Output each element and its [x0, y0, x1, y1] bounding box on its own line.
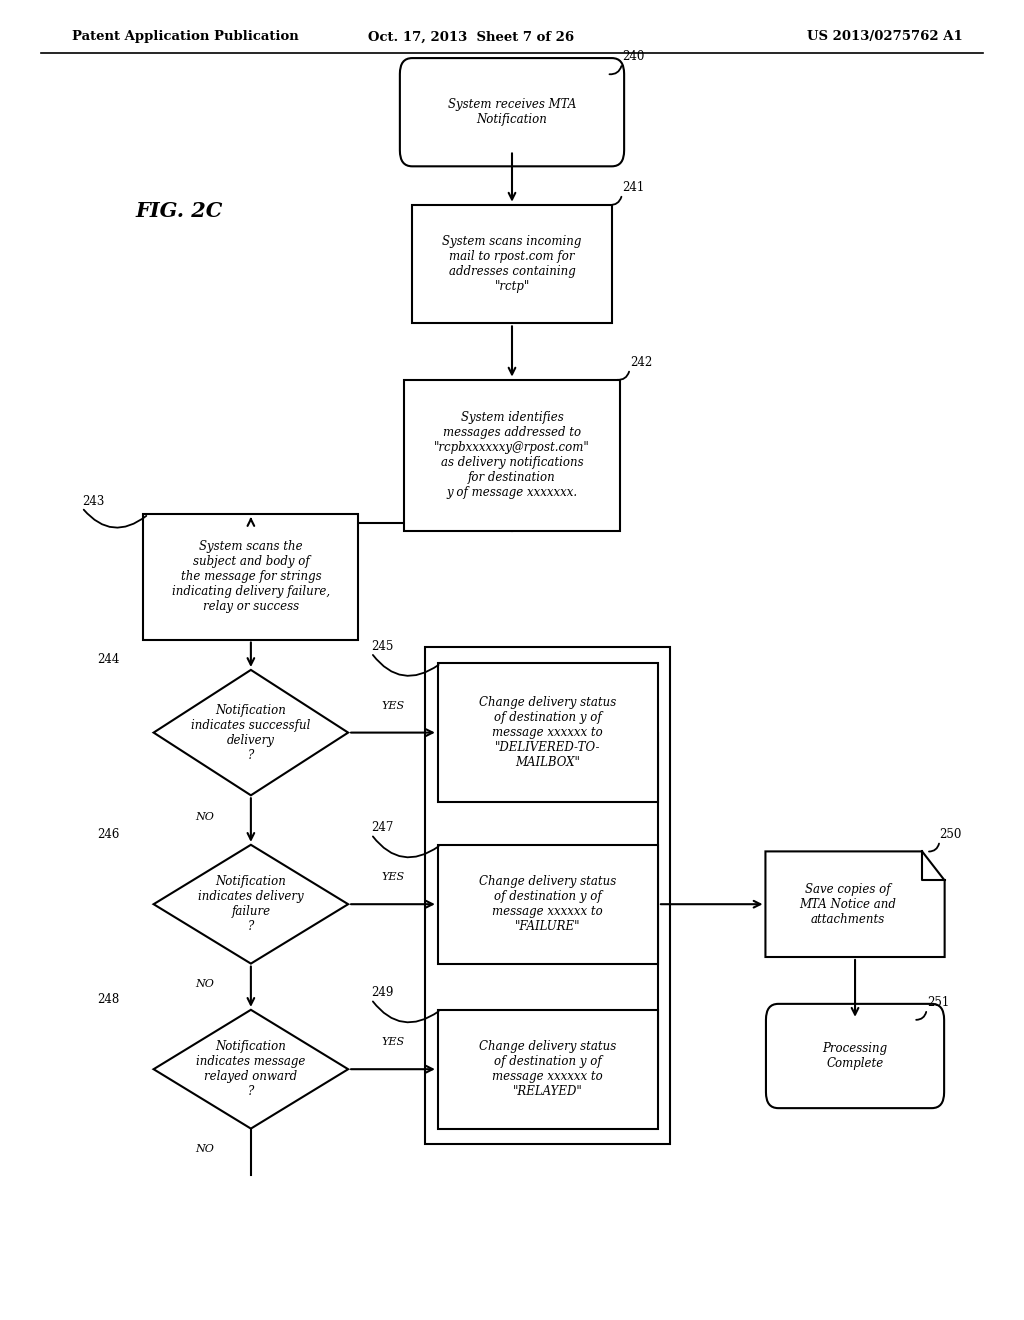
Text: 241: 241	[623, 181, 644, 194]
FancyBboxPatch shape	[143, 515, 358, 640]
Text: Change delivery status
of destination y of
message xxxxxx to
"FAILURE": Change delivery status of destination y …	[479, 875, 616, 933]
Text: System receives MTA
Notification: System receives MTA Notification	[447, 98, 577, 127]
Text: NO: NO	[196, 812, 214, 822]
Text: 244: 244	[97, 653, 120, 667]
Text: 246: 246	[97, 828, 120, 841]
FancyBboxPatch shape	[438, 663, 658, 801]
Text: Notification
indicates successful
delivery
?: Notification indicates successful delive…	[191, 704, 310, 762]
FancyBboxPatch shape	[438, 1010, 658, 1129]
Text: System identifies
messages addressed to
"rcpbxxxxxxy@rpost.com"
as delivery noti: System identifies messages addressed to …	[434, 412, 590, 499]
Text: Notification
indicates delivery
failure
?: Notification indicates delivery failure …	[198, 875, 304, 933]
Text: 242: 242	[630, 356, 652, 368]
Polygon shape	[765, 851, 944, 957]
Bar	[426, 648, 671, 1144]
Text: YES: YES	[381, 701, 404, 711]
Polygon shape	[154, 671, 348, 795]
FancyBboxPatch shape	[438, 845, 658, 964]
Text: NO: NO	[196, 978, 214, 989]
FancyBboxPatch shape	[412, 205, 611, 323]
Text: 245: 245	[372, 640, 393, 653]
Text: 247: 247	[372, 821, 393, 834]
Text: 240: 240	[623, 50, 644, 63]
Text: 248: 248	[97, 993, 120, 1006]
FancyBboxPatch shape	[399, 58, 624, 166]
Text: Change delivery status
of destination y of
message xxxxxx to
"RELAYED": Change delivery status of destination y …	[479, 1040, 616, 1098]
Text: 243: 243	[82, 495, 104, 508]
Text: Notification
indicates message
relayed onward
?: Notification indicates message relayed o…	[197, 1040, 305, 1098]
Text: Change delivery status
of destination y of
message xxxxxx to
"DELIVERED-TO-
MAIL: Change delivery status of destination y …	[479, 696, 616, 770]
Text: FIG. 2C: FIG. 2C	[135, 201, 223, 222]
Text: Save copies of
MTA Notice and
attachments: Save copies of MTA Notice and attachment…	[799, 883, 896, 925]
Polygon shape	[154, 1010, 348, 1129]
Text: 250: 250	[940, 828, 962, 841]
FancyBboxPatch shape	[404, 380, 620, 531]
Text: YES: YES	[381, 873, 404, 883]
Text: NO: NO	[196, 1144, 214, 1155]
Polygon shape	[154, 845, 348, 964]
Text: US 2013/0275762 A1: US 2013/0275762 A1	[807, 30, 963, 44]
Text: System scans incoming
mail to rpost.com for
addresses containing
"rctp": System scans incoming mail to rpost.com …	[442, 235, 582, 293]
Text: Processing
Complete: Processing Complete	[822, 1041, 888, 1071]
Text: 251: 251	[927, 997, 949, 1008]
Text: 249: 249	[372, 986, 393, 999]
Text: Patent Application Publication: Patent Application Publication	[72, 30, 298, 44]
Text: System scans the
subject and body of
the message for strings
indicating delivery: System scans the subject and body of the…	[172, 540, 330, 614]
Text: YES: YES	[381, 1038, 404, 1048]
Text: Oct. 17, 2013  Sheet 7 of 26: Oct. 17, 2013 Sheet 7 of 26	[368, 30, 574, 44]
FancyBboxPatch shape	[766, 1003, 944, 1109]
